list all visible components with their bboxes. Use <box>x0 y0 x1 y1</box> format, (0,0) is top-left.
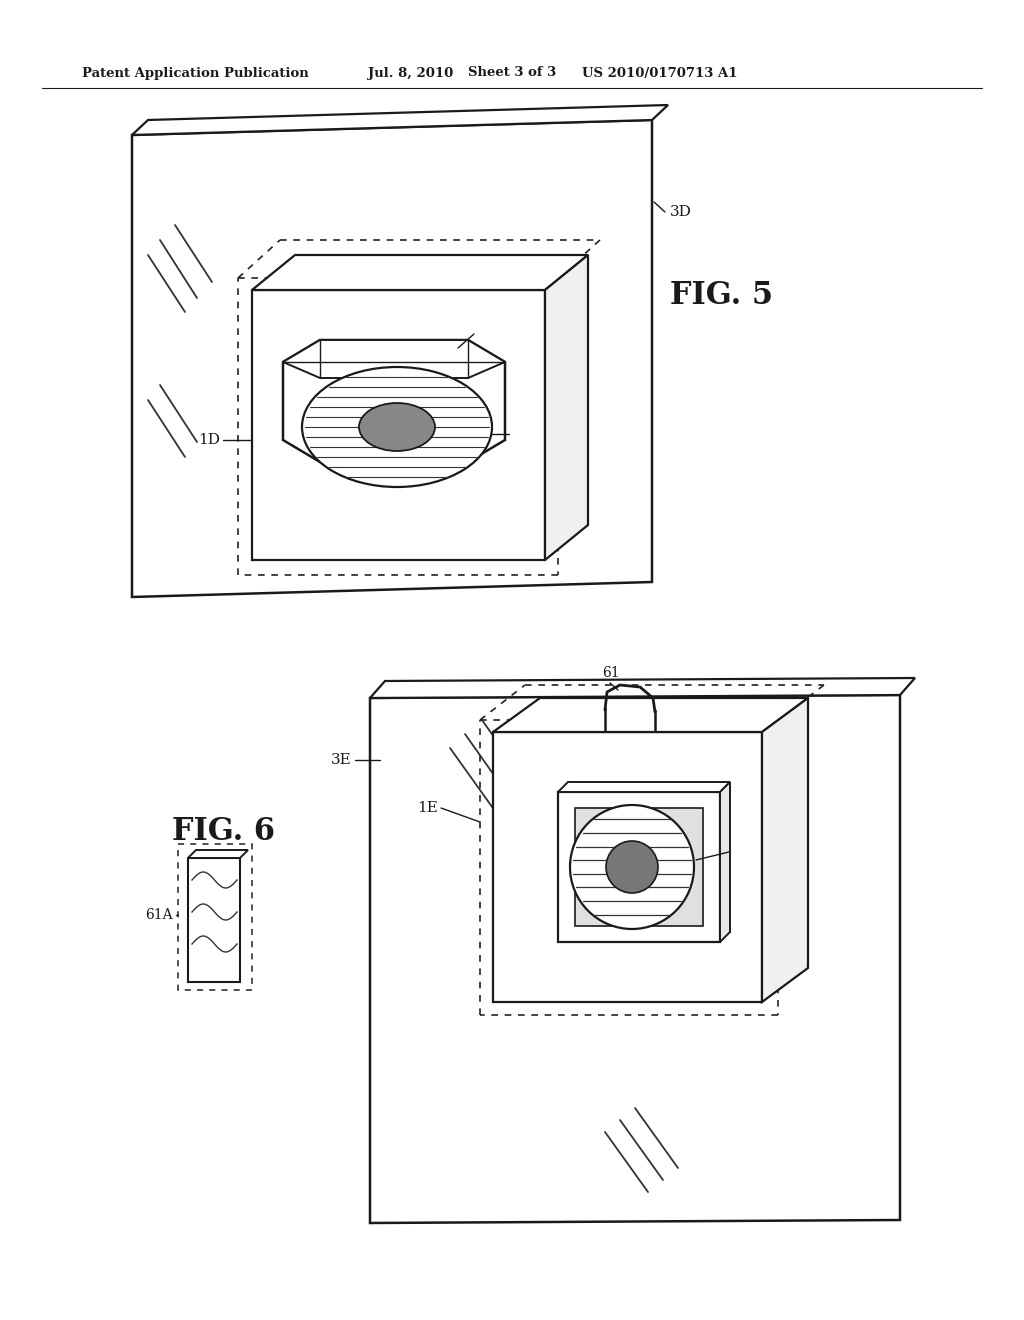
Text: Sheet 3 of 3: Sheet 3 of 3 <box>468 66 556 79</box>
Polygon shape <box>188 850 248 858</box>
Polygon shape <box>720 781 730 942</box>
Ellipse shape <box>302 367 492 487</box>
Ellipse shape <box>359 403 435 451</box>
Text: 3E: 3E <box>331 752 352 767</box>
Text: 2E: 2E <box>732 845 753 859</box>
Text: US 2010/0170713 A1: US 2010/0170713 A1 <box>582 66 737 79</box>
Text: 61A: 61A <box>145 908 173 921</box>
Ellipse shape <box>606 841 658 894</box>
Polygon shape <box>762 698 808 1002</box>
Text: FIG. 6: FIG. 6 <box>172 817 275 847</box>
Polygon shape <box>252 255 588 290</box>
Polygon shape <box>558 781 730 792</box>
Text: FIG. 5: FIG. 5 <box>670 280 773 310</box>
Polygon shape <box>252 290 545 560</box>
Text: 1E: 1E <box>417 801 438 814</box>
Text: Patent Application Publication: Patent Application Publication <box>82 66 309 79</box>
Polygon shape <box>370 696 900 1224</box>
Text: 51: 51 <box>468 315 485 330</box>
Polygon shape <box>283 341 505 378</box>
Text: 2D: 2D <box>513 426 535 441</box>
Text: 1D: 1D <box>198 433 220 447</box>
Polygon shape <box>575 808 703 927</box>
Text: 3D: 3D <box>670 205 692 219</box>
Polygon shape <box>370 678 915 698</box>
Polygon shape <box>132 120 652 597</box>
Polygon shape <box>188 858 240 982</box>
Text: Jul. 8, 2010: Jul. 8, 2010 <box>368 66 454 79</box>
Ellipse shape <box>570 805 694 929</box>
Polygon shape <box>132 106 668 135</box>
Polygon shape <box>283 341 505 462</box>
Polygon shape <box>493 733 762 1002</box>
Polygon shape <box>545 255 588 560</box>
Polygon shape <box>493 698 808 733</box>
Polygon shape <box>558 792 720 942</box>
Text: 61: 61 <box>602 667 620 680</box>
